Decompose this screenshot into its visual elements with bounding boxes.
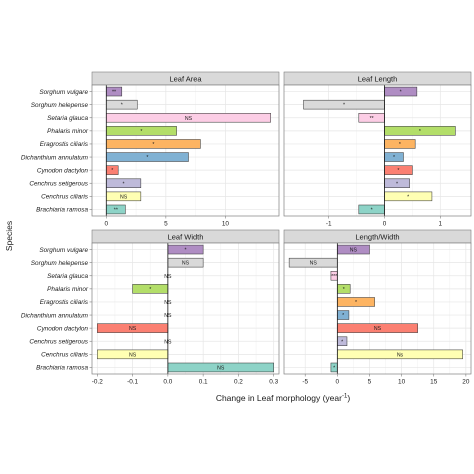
bar-label: NS: [120, 194, 128, 200]
panel-title: Leaf Length: [358, 75, 398, 84]
bar-label: NS: [374, 326, 382, 332]
x-tick-label: 0.0: [163, 379, 172, 386]
bar-label: NS: [350, 248, 358, 254]
panel-title: Leaf Area: [169, 75, 202, 84]
panel-leaf-length: Leaf Length***********-1 0 1: [283, 71, 472, 228]
x-tick-label: -0.2: [92, 379, 103, 386]
bar-label: *: [419, 129, 421, 135]
bar-label: *: [399, 142, 401, 148]
x-tick-label: 15: [430, 379, 438, 386]
species-label: Brachiaria ramosa: [36, 207, 88, 214]
species-label: Cenchrus setigerous: [29, 338, 88, 345]
x-tick-label: 5: [368, 379, 372, 386]
bar-label: **: [370, 116, 374, 122]
x-tick-label: 0.1: [199, 379, 208, 386]
bar-label: *: [121, 103, 123, 109]
species-label: Setaria glauca: [47, 273, 88, 280]
bar-label: *: [400, 90, 402, 96]
x-tick-label: 20: [462, 379, 470, 386]
bar-label: *: [333, 365, 335, 371]
species-label: Cynodon dactylon: [37, 325, 89, 332]
bar-label: Ns: [397, 352, 404, 358]
bar-label: *: [184, 248, 186, 254]
bar-label: *: [342, 313, 344, 319]
bar-label: *: [396, 181, 398, 187]
x-axis-title-superscript: -1: [342, 394, 348, 400]
bar-label: *: [140, 129, 142, 135]
species-label: Cenchrus ciliaris: [41, 194, 89, 201]
bar-label: *: [355, 300, 357, 306]
species-label: Brachiaria ramosa: [36, 365, 88, 372]
bar-label: *: [152, 142, 154, 148]
species-label: Eragrostis ciliaris: [40, 141, 89, 148]
bar-label: *: [146, 155, 148, 161]
species-label: Dichanthium annulatum: [21, 154, 89, 161]
panel-border: [283, 84, 472, 217]
x-axis-title-end: ): [347, 393, 350, 403]
bar-label: *: [397, 168, 399, 174]
x-tick-label: -0.1: [127, 379, 138, 386]
panel-border: [91, 84, 280, 217]
bar-label: *: [371, 207, 373, 213]
x-tick-label: 10: [398, 379, 406, 386]
bar-label: **: [112, 90, 116, 96]
bar-label: **: [114, 207, 118, 213]
species-label: Sorghum helepense: [31, 102, 89, 109]
bar-label: NS: [185, 116, 193, 122]
bar-label: NS: [310, 261, 318, 267]
panel-title: Length/Width: [355, 233, 399, 242]
species-label: Cenchrus ciliaris: [41, 352, 89, 359]
bar-label: NS: [182, 261, 190, 267]
x-tick-label: 0: [383, 221, 387, 228]
x-tick-label: 1: [439, 221, 443, 228]
species-label: Cenchrus setigerous: [29, 180, 88, 187]
species-label: Sorghum helepense: [31, 260, 89, 267]
bar-label: *: [149, 287, 151, 293]
species-label: Dichanthium annulatum: [21, 312, 89, 319]
species-label: Eragrostis ciliaris: [40, 299, 89, 306]
species-label: Cynodon dactylon: [37, 167, 89, 174]
bar-label: *: [111, 168, 113, 174]
x-tick-label: 5: [164, 221, 168, 228]
bar-label: NS: [217, 365, 225, 371]
panel-leaf-width: Leaf Width*NSNS*NSNSNSNSNSNS-0.2-0.10.00…: [21, 229, 280, 386]
species-label: Setaria glauca: [47, 115, 88, 122]
species-label: Phalaris minor: [47, 286, 89, 293]
bar-label: *: [123, 181, 125, 187]
bar-label: *: [407, 194, 409, 200]
panel-border: [283, 242, 472, 375]
bar-label: NS: [129, 326, 137, 332]
bar-label: *: [341, 339, 343, 345]
x-tick-label: 0: [105, 221, 109, 228]
bar-label: *: [343, 103, 345, 109]
x-tick-label: 0.2: [234, 379, 243, 386]
species-label: Sorghum vulgare: [39, 247, 88, 254]
x-tick-label: -5: [302, 379, 308, 386]
x-tick-label: -1: [326, 221, 332, 228]
panel-border: [91, 242, 280, 375]
x-axis-title: Change in Leaf morphology (year-1): [216, 393, 351, 403]
x-tick-label: 0: [336, 379, 340, 386]
panel-title: Leaf Width: [168, 233, 204, 242]
x-tick-label: 0.3: [269, 379, 278, 386]
y-axis-title: Species: [4, 221, 14, 251]
x-tick-label: 10: [222, 221, 230, 228]
bar-label: ***: [331, 274, 337, 280]
species-label: Phalaris minor: [47, 128, 89, 135]
bar-label: *: [343, 287, 345, 293]
bar-label: *: [393, 155, 395, 161]
species-label: Sorghum vulgare: [39, 89, 88, 96]
x-axis-title-main: Change in Leaf morphology (year: [216, 393, 342, 403]
bar-label: NS: [129, 352, 137, 358]
